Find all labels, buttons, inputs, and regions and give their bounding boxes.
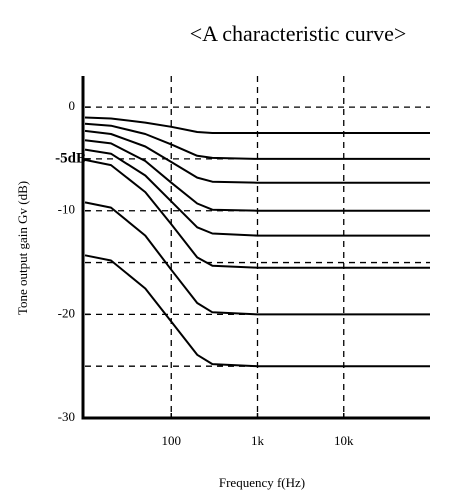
y-tick-label: -5dB [55,150,86,166]
x-tick-label: 100 [162,433,182,448]
y-tick-label: -30 [58,409,75,424]
curve [84,201,430,316]
curve [84,148,430,237]
curve [84,122,430,160]
y-tick-label: -20 [58,305,75,320]
curve [84,254,430,368]
y-tick-label: 0 [69,98,76,113]
curve [84,158,430,269]
curve [84,139,430,212]
curve [84,116,430,134]
curve [84,129,430,184]
y-axis-label: Tone output gain Gv (dB) [15,181,30,315]
chart-title: <A characteristic curve> [190,21,407,46]
y-tick-label: -10 [58,202,75,217]
x-tick-label: 1k [251,433,265,448]
x-axis-label: Frequency f(Hz) [219,475,305,490]
x-tick-label: 10k [334,433,354,448]
